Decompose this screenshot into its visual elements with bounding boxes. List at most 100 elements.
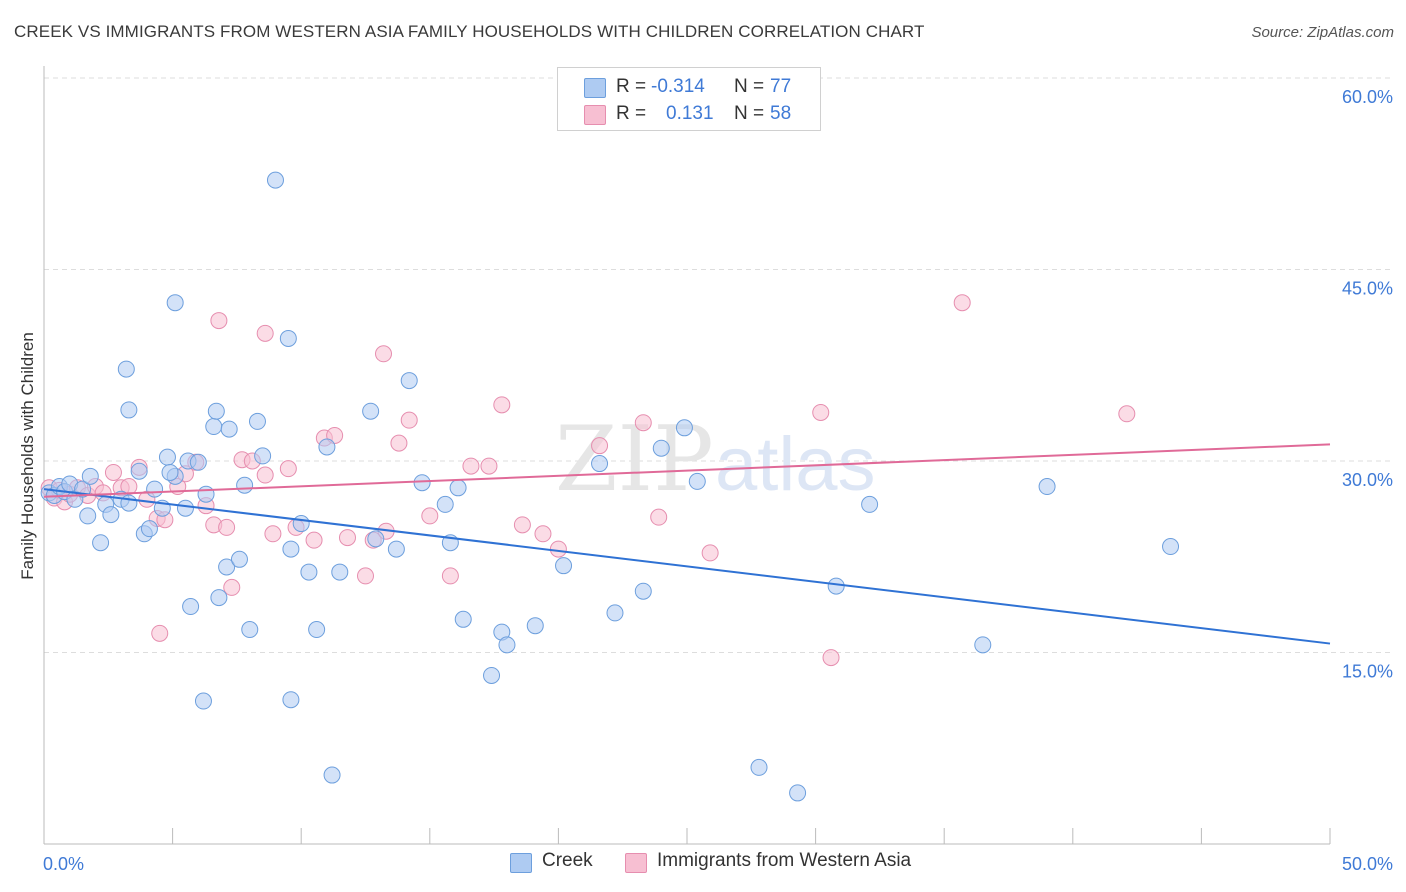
creek-n-label: N = <box>734 76 765 97</box>
creek-point <box>387 540 405 558</box>
immigrants-point <box>462 457 480 475</box>
immigrants-point <box>264 525 282 543</box>
creek-point <box>81 467 99 485</box>
gridlines <box>44 77 1394 653</box>
tick-labels: 15.0% 30.0% 45.0% 60.0% 0.0% 50.0% <box>43 87 1393 874</box>
immigrants-legend-swatch <box>625 853 647 873</box>
creek-point <box>498 636 516 654</box>
creek-point <box>282 691 300 709</box>
creek-point <box>266 171 284 189</box>
creek-r-label: R = <box>616 76 647 97</box>
immigrants-point <box>390 434 408 452</box>
creek-r-value: -0.314 <box>651 76 705 97</box>
imm-r-label: R = <box>616 103 647 124</box>
creek-point <box>236 476 254 494</box>
chart-title: CREEK VS IMMIGRANTS FROM WESTERN ASIA FA… <box>14 22 925 41</box>
immigrants-point <box>256 466 274 484</box>
immigrants-point <box>480 457 498 475</box>
legend-row-immigrants: R = 0.131 N = 58 <box>558 101 820 127</box>
creek-point <box>140 520 158 538</box>
immigrants-point <box>338 529 356 547</box>
creek-point <box>161 463 179 481</box>
immigrants-point <box>305 531 323 549</box>
immigrants-point <box>279 460 297 478</box>
creek-point <box>675 419 693 437</box>
creek-point <box>158 448 176 466</box>
axes <box>43 66 1331 845</box>
creek-point <box>292 515 310 533</box>
creek-n-value: 77 <box>770 76 792 97</box>
immigrants-point <box>357 567 374 585</box>
x-tick-label-max: 50.0% <box>1342 854 1393 874</box>
creek-point <box>367 530 385 548</box>
source-label: Source: ZipAtlas.com <box>1251 24 1394 41</box>
creek-point <box>120 494 138 512</box>
creek-point <box>205 418 223 436</box>
creek-point <box>176 499 194 517</box>
creek-point <box>483 666 501 684</box>
creek-point <box>454 610 472 628</box>
immigrants-point <box>513 516 531 534</box>
immigrants-point <box>375 345 393 363</box>
immigrants-point <box>104 463 122 481</box>
y-tick-label: 45.0% <box>1342 279 1393 299</box>
creek-point <box>974 636 992 654</box>
immigrants-point <box>256 324 274 342</box>
imm-n-value: 58 <box>770 103 792 124</box>
immigrants-legend-label: Immigrants from Western Asia <box>657 850 912 871</box>
creek-point <box>117 360 135 378</box>
creek-trend-line <box>43 488 1331 645</box>
creek-point <box>189 453 207 471</box>
creek-point <box>194 692 212 710</box>
creek-point <box>102 506 120 524</box>
creek-point <box>210 589 228 607</box>
creek-point <box>789 784 807 802</box>
x-tick-label-min: 0.0% <box>43 854 84 874</box>
creek-point <box>750 758 768 776</box>
immigrants-point <box>812 403 830 421</box>
creek-point <box>323 766 341 784</box>
immigrants-point <box>549 540 567 558</box>
creek-point <box>79 507 97 525</box>
creek-point <box>166 294 184 312</box>
creek-swatch <box>584 78 606 98</box>
creek-point <box>400 372 418 390</box>
legend-row-creek: R = -0.314 N = 77 <box>558 74 820 100</box>
immigrants-point <box>822 649 840 667</box>
immigrants-point <box>953 294 971 312</box>
immigrants-point <box>210 312 228 330</box>
creek-point <box>254 447 272 465</box>
immigrants-point <box>534 525 552 543</box>
creek-point <box>1162 538 1180 556</box>
creek-point <box>861 495 879 513</box>
creek-point <box>300 563 318 581</box>
immigrants-point <box>223 578 241 596</box>
imm-n-label: N = <box>734 103 765 124</box>
immigrants-point <box>218 518 236 536</box>
creek-point <box>182 598 200 616</box>
trend-lines <box>43 443 1331 645</box>
immigrants-point <box>421 507 439 525</box>
creek-point <box>241 621 259 639</box>
creek-point <box>120 401 138 419</box>
creek-point <box>449 479 467 497</box>
y-tick-label: 15.0% <box>1342 662 1393 682</box>
creek-point <box>282 540 300 558</box>
y-tick-label: 30.0% <box>1342 470 1393 490</box>
immigrants-point <box>650 508 668 526</box>
immigrants-point <box>634 414 652 432</box>
creek-point <box>146 480 164 498</box>
creek-point <box>197 485 215 503</box>
creek-point <box>827 577 845 595</box>
creek-point <box>413 474 431 492</box>
immigrants-point <box>493 396 511 414</box>
y-tick-label: 60.0% <box>1342 87 1393 107</box>
creek-point <box>652 439 670 457</box>
immigrants-point <box>441 567 459 585</box>
creek-point <box>230 550 248 568</box>
creek-point <box>526 617 544 635</box>
immigrants-point <box>151 624 169 642</box>
creek-legend-swatch <box>510 853 532 873</box>
immigrants-point <box>400 411 418 429</box>
